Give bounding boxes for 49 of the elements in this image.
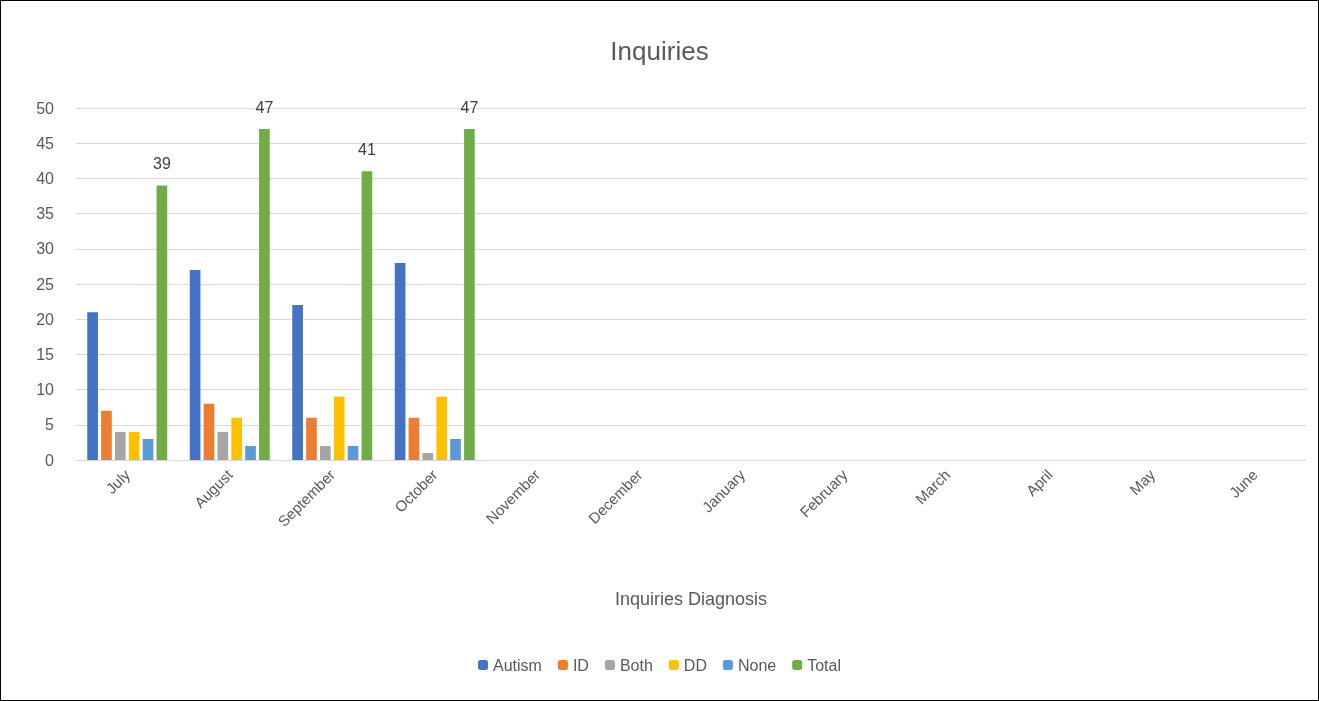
bar	[306, 417, 317, 460]
x-tick-label: May	[1126, 465, 1159, 499]
bar	[156, 185, 168, 460]
bar	[464, 129, 475, 460]
legend-label: None	[737, 656, 777, 674]
bar	[333, 396, 345, 460]
bar	[259, 129, 270, 460]
legend-label: Autism	[493, 656, 542, 674]
y-tick-label: 15	[36, 345, 55, 363]
y-tick-label: 10	[36, 381, 55, 399]
data-label: 47	[460, 98, 479, 116]
bar	[203, 403, 215, 460]
data-label: 41	[358, 140, 376, 158]
y-tick-label: 45	[36, 134, 55, 152]
legend-label: Total	[807, 656, 841, 674]
bar	[142, 438, 154, 460]
x-tick-label: July	[102, 465, 134, 497]
bar	[319, 445, 331, 460]
bar	[408, 417, 420, 460]
bar	[101, 410, 112, 460]
bar	[245, 445, 256, 460]
y-tick-label: 35	[36, 205, 55, 223]
bar	[394, 262, 406, 460]
y-tick-label: 40	[36, 169, 55, 187]
bar	[436, 396, 448, 460]
y-tick-label: 20	[36, 310, 55, 328]
bar	[450, 438, 461, 460]
x-axis-title: Inquiries Diagnosis	[614, 589, 768, 609]
legend-label: Both	[619, 656, 653, 674]
legend-label: DD	[683, 656, 707, 674]
bar	[114, 431, 126, 460]
bar	[128, 431, 140, 460]
legend-label: ID	[572, 656, 589, 674]
y-tick-label: 5	[45, 416, 55, 434]
data-label: 47	[255, 98, 274, 116]
chart-title: Inquiries	[610, 36, 709, 66]
bar	[422, 452, 434, 460]
bar	[87, 312, 98, 460]
data-label: 39	[153, 154, 171, 172]
bar	[292, 305, 303, 460]
bar	[189, 269, 201, 460]
bar	[347, 445, 359, 460]
y-tick-label: 25	[36, 275, 55, 293]
y-tick-label: 30	[36, 240, 55, 258]
bar	[231, 417, 243, 460]
y-tick-label: 0	[45, 451, 55, 469]
y-tick-label: 50	[36, 99, 55, 117]
bar	[217, 431, 229, 460]
bar	[361, 171, 373, 460]
